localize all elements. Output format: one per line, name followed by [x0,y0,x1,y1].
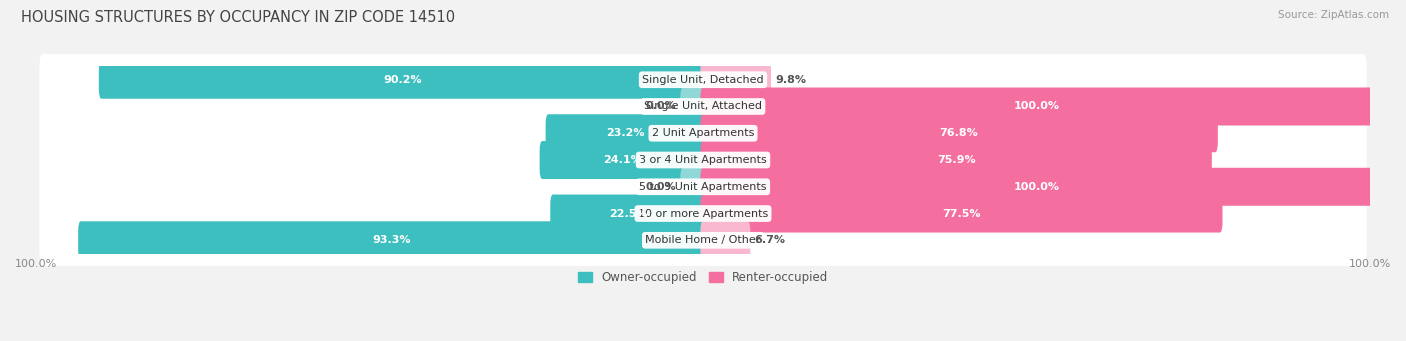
Text: 100.0%: 100.0% [1014,182,1060,192]
FancyBboxPatch shape [700,221,751,259]
Text: 100.0%: 100.0% [1014,102,1060,112]
Text: Single Unit, Detached: Single Unit, Detached [643,75,763,85]
Text: Mobile Home / Other: Mobile Home / Other [645,235,761,245]
FancyBboxPatch shape [540,141,706,179]
Text: HOUSING STRUCTURES BY OCCUPANCY IN ZIP CODE 14510: HOUSING STRUCTURES BY OCCUPANCY IN ZIP C… [21,10,456,25]
FancyBboxPatch shape [39,161,1367,212]
Text: 24.1%: 24.1% [603,155,643,165]
Text: 0.0%: 0.0% [645,102,676,112]
FancyBboxPatch shape [700,88,1372,125]
FancyBboxPatch shape [700,114,1218,152]
Text: 0.0%: 0.0% [645,182,676,192]
Text: 76.8%: 76.8% [939,128,979,138]
Text: 93.3%: 93.3% [373,235,411,245]
Text: 5 to 9 Unit Apartments: 5 to 9 Unit Apartments [640,182,766,192]
Text: 2 Unit Apartments: 2 Unit Apartments [652,128,754,138]
FancyBboxPatch shape [546,114,706,152]
FancyBboxPatch shape [98,61,706,99]
FancyBboxPatch shape [700,194,1222,233]
FancyBboxPatch shape [700,168,1372,206]
Text: 23.2%: 23.2% [606,128,645,138]
FancyBboxPatch shape [39,107,1367,159]
FancyBboxPatch shape [700,141,1212,179]
Text: 10 or more Apartments: 10 or more Apartments [638,209,768,219]
Text: 75.9%: 75.9% [936,155,976,165]
Text: 9.8%: 9.8% [775,75,806,85]
FancyBboxPatch shape [700,61,770,99]
Text: 3 or 4 Unit Apartments: 3 or 4 Unit Apartments [640,155,766,165]
FancyBboxPatch shape [550,194,706,233]
FancyBboxPatch shape [39,54,1367,105]
FancyBboxPatch shape [39,81,1367,132]
FancyBboxPatch shape [681,168,706,206]
Text: 6.7%: 6.7% [755,235,786,245]
Legend: Owner-occupied, Renter-occupied: Owner-occupied, Renter-occupied [572,267,834,289]
Text: 90.2%: 90.2% [382,75,422,85]
Text: 22.5%: 22.5% [609,209,647,219]
FancyBboxPatch shape [39,134,1367,186]
FancyBboxPatch shape [39,214,1367,266]
FancyBboxPatch shape [39,188,1367,239]
FancyBboxPatch shape [79,221,706,259]
Text: Single Unit, Attached: Single Unit, Attached [644,102,762,112]
Text: 77.5%: 77.5% [942,209,980,219]
Text: Source: ZipAtlas.com: Source: ZipAtlas.com [1278,10,1389,20]
FancyBboxPatch shape [681,88,706,125]
